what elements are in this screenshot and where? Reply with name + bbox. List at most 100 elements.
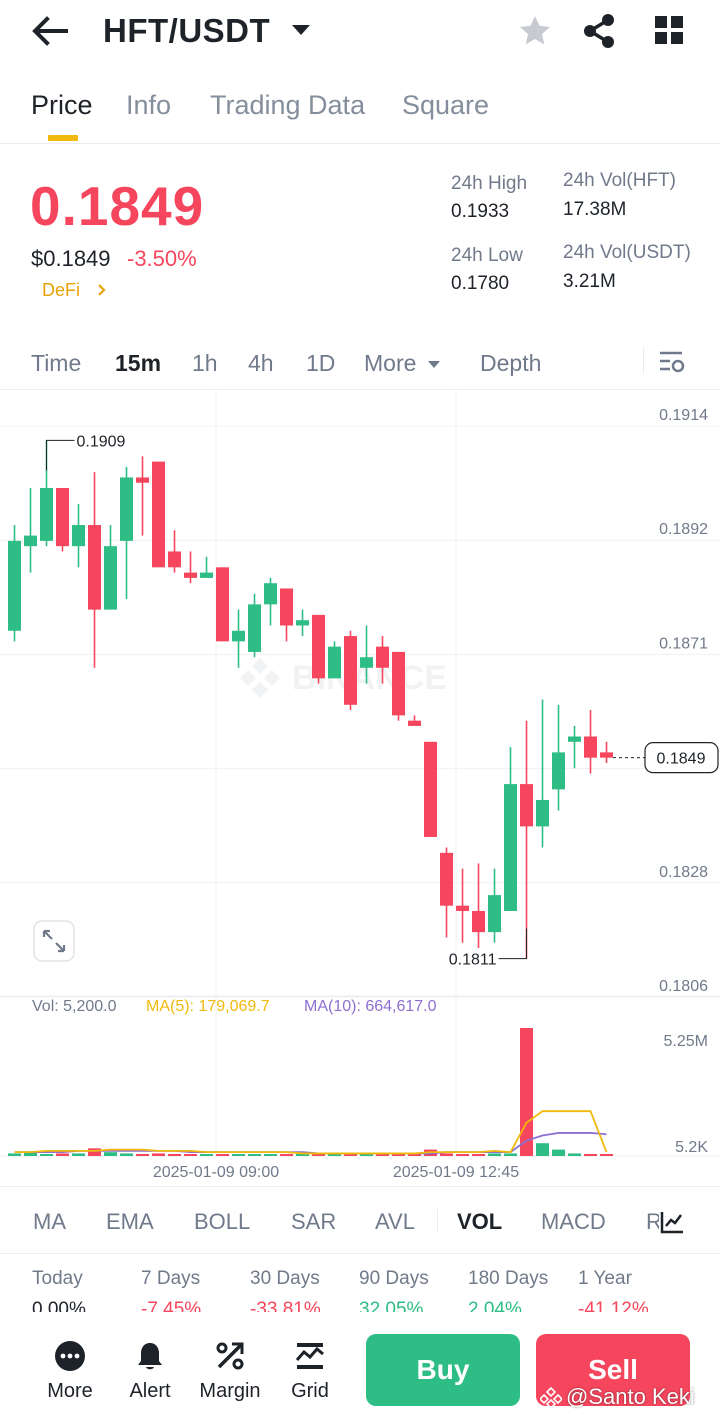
perf-label-7d: 7 Days — [141, 1268, 201, 1289]
volume-bar — [184, 1154, 197, 1156]
kline-chart[interactable]: BINANCE 0.1914 0.1892 0.1871 0.1849 0.1828 0.… — [0, 391, 720, 1185]
candle-body — [472, 910, 485, 933]
candle-body — [552, 752, 565, 790]
grid-icon[interactable] — [654, 15, 684, 45]
tab-price[interactable]: Price — [31, 90, 93, 120]
candle-body — [456, 905, 469, 911]
expand-chart-icon[interactable] — [33, 920, 75, 962]
indicator-ema[interactable]: EMA — [106, 1209, 154, 1234]
indicator-sar[interactable]: SAR — [291, 1209, 337, 1234]
timeframe-time[interactable]: Time — [31, 350, 82, 376]
performance-row: Today 0.00% 7 Days -7.45% 30 Days -33.81… — [0, 1256, 720, 1312]
chart-settings-icon[interactable] — [658, 348, 686, 376]
volume-bar — [360, 1154, 373, 1156]
divider — [437, 1209, 438, 1233]
x-tick-label: 2025-01-09 12:45 — [393, 1164, 519, 1181]
candle-body — [168, 551, 181, 568]
candle-body — [424, 741, 437, 837]
tab-trading-data[interactable]: Trading Data — [210, 90, 366, 120]
candle-body — [536, 799, 549, 827]
more-dots-icon — [55, 1341, 85, 1371]
grid-bot-icon — [295, 1343, 324, 1369]
category-tag[interactable]: DeFi — [42, 280, 81, 300]
current-price-pill — [644, 742, 719, 774]
timeframe-more[interactable]: More — [364, 350, 417, 376]
usd-price: $0.1849 — [31, 246, 111, 271]
candle-body — [216, 567, 229, 642]
y-tick-label: 0.1806 — [659, 978, 708, 995]
volume-bar — [344, 1154, 357, 1156]
timeframe-15m[interactable]: 15m — [115, 350, 162, 376]
timeframe-4h[interactable]: 4h — [248, 350, 274, 376]
back-arrow-icon[interactable] — [30, 14, 70, 48]
volume-bar — [312, 1154, 325, 1156]
last-price: 0.1849 — [30, 175, 205, 237]
caret-down-icon[interactable] — [427, 360, 441, 369]
candle-body — [488, 895, 501, 933]
candle-body — [200, 572, 213, 578]
nav-more[interactable]: More — [30, 1318, 110, 1421]
indicator-ma[interactable]: MA — [33, 1209, 66, 1234]
volume-bar — [456, 1154, 469, 1156]
perf-value-7d: -7.45% — [141, 1299, 202, 1312]
perf-label-today: Today — [32, 1268, 83, 1289]
nav-alert[interactable]: Alert — [110, 1318, 190, 1421]
pair-title[interactable]: HFT/USDT — [103, 12, 271, 49]
indicator-settings-icon[interactable] — [659, 1209, 685, 1235]
volume-bar — [232, 1154, 245, 1156]
candle-body — [152, 461, 165, 568]
buy-button[interactable]: Buy — [366, 1334, 520, 1406]
tab-square[interactable]: Square — [402, 90, 490, 120]
caret-down-icon[interactable] — [290, 22, 312, 38]
candle-body — [440, 852, 453, 906]
volume-ma5-line — [14, 1110, 608, 1155]
tab-info[interactable]: Info — [126, 90, 172, 120]
candle-body — [328, 646, 341, 679]
volume-bar — [328, 1154, 341, 1156]
indicator-vol[interactable]: VOL — [457, 1209, 503, 1234]
volume-bar — [264, 1154, 277, 1156]
candle-body — [184, 572, 197, 578]
volume-bar — [72, 1153, 85, 1156]
watermark-username: @Santo Keki — [566, 1384, 695, 1409]
volume-bar — [584, 1154, 597, 1156]
binance-watermark: BINANCE — [240, 658, 447, 698]
nav-margin[interactable]: Margin — [190, 1318, 270, 1421]
price-change-percent: -3.50% — [127, 246, 197, 271]
candle-body — [360, 657, 373, 668]
volume-ma10-label: MA(10): 664,617.0 — [304, 998, 437, 1015]
indicator-boll[interactable]: BOLL — [194, 1209, 251, 1234]
indicator-avl[interactable]: AVL — [375, 1209, 415, 1234]
chevron-right-icon[interactable] — [96, 282, 108, 298]
candle-body — [232, 630, 245, 642]
high-label: 24h High — [451, 173, 528, 194]
y-tick-label: 0.1914 — [659, 407, 708, 424]
nav-grid[interactable]: Grid — [270, 1318, 350, 1421]
nav-margin-label: Margin — [199, 1380, 261, 1402]
volume-bar — [104, 1152, 117, 1156]
candle-body — [584, 736, 597, 758]
indicator-macd[interactable]: MACD — [541, 1209, 606, 1234]
volume-bar — [216, 1154, 229, 1156]
indicator-rsi[interactable]: R — [646, 1209, 662, 1234]
y-tick-label: 0.1871 — [659, 635, 708, 652]
candle-body — [88, 525, 101, 610]
sell-button[interactable]: Sell — [536, 1334, 690, 1406]
perf-label-30d: 30 Days — [250, 1268, 320, 1289]
top-bar: HFT/USDT — [0, 0, 720, 66]
nav-alert-label: Alert — [129, 1380, 171, 1402]
vol-base-label: 24h Vol(HFT) — [563, 170, 676, 191]
star-icon[interactable] — [517, 13, 553, 49]
perf-value-90d: 32.05% — [359, 1299, 424, 1312]
candle-body — [504, 784, 517, 911]
volume-bar — [520, 1028, 533, 1156]
share-icon[interactable] — [582, 13, 616, 49]
candle-body — [568, 736, 581, 742]
volume-bar — [296, 1154, 309, 1156]
timeframe-depth[interactable]: Depth — [480, 350, 542, 376]
timeframe-1h[interactable]: 1h — [192, 350, 218, 376]
timeframe-1d[interactable]: 1D — [306, 350, 336, 376]
perf-value-180d: 2.04% — [468, 1299, 522, 1312]
y-tick-label: 0.1892 — [659, 521, 708, 538]
nav-grid-label: Grid — [291, 1380, 329, 1402]
